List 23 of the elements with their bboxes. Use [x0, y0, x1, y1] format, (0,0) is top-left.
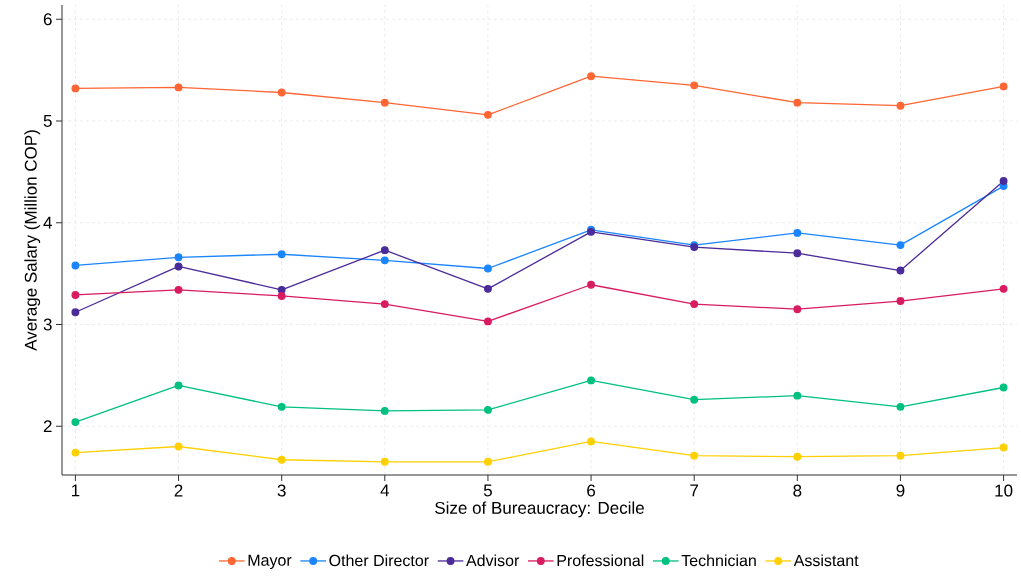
y-tick-label: 3 [43, 318, 52, 331]
y-tick-label: 5 [43, 115, 52, 127]
legend-label: Assistant [793, 554, 859, 567]
legend-label: Other Director [329, 554, 429, 567]
legend-label: Professional [557, 554, 644, 567]
x-tick-label: 1 [71, 484, 80, 497]
x-axis-title: Size of Bureaucracy: Decile [435, 501, 644, 518]
legend-label: Technician [681, 554, 756, 567]
x-tick-label: 9 [896, 484, 905, 497]
x-tick-label: 10 [995, 484, 1013, 497]
x-tick-label: 7 [690, 484, 699, 497]
x-tick-label: 3 [277, 484, 286, 497]
y-tick-label: 2 [43, 420, 52, 433]
x-tick-label: 4 [380, 484, 390, 497]
x-tick-label: 6 [587, 484, 596, 497]
x-tick-label: 5 [483, 484, 492, 497]
y-tick-label: 4 [43, 216, 52, 229]
y-axis-title: Average Salary (Million COP) [24, 130, 41, 351]
legend-label: Mayor [248, 554, 292, 570]
y-tick-label: 6 [43, 13, 52, 26]
legend-label: Advisor [466, 554, 520, 567]
x-tick-label: 8 [793, 484, 802, 497]
x-tick-label: 2 [174, 484, 183, 497]
